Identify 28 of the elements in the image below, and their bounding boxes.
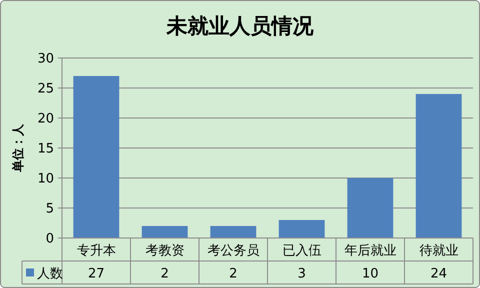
data-label: 2 [160,266,169,282]
y-tick-label: 0 [46,232,54,246]
y-tick-label: 20 [37,112,54,126]
data-label: 2 [229,266,238,282]
chart-title: 未就业人员情况 [166,14,314,38]
bar [278,220,325,238]
x-tick-label: 待就业 [419,244,458,258]
bar [347,178,394,238]
data-label: 27 [88,266,105,282]
y-tick-label: 30 [37,52,54,66]
bar [73,76,120,238]
x-tick-label: 年后就业 [344,244,396,258]
x-tick-label: 专升本 [76,244,116,258]
data-label: 10 [362,266,379,282]
x-tick-label: 已入伍 [282,244,322,258]
bar [142,226,188,238]
x-tick-label: 考公务员 [207,244,260,258]
y-tick-label: 15 [37,142,54,156]
data-label: 3 [298,266,306,282]
x-tick-label: 考教资 [145,244,184,258]
legend-label: 人数 [37,266,63,282]
y-tick-label: 25 [37,82,54,96]
y-tick-label: 5 [46,202,54,216]
y-axis-title: 单位：人 [11,123,25,173]
data-label: 24 [430,266,448,282]
y-tick-label: 10 [37,172,54,186]
bar [416,94,462,238]
bar [210,226,256,238]
